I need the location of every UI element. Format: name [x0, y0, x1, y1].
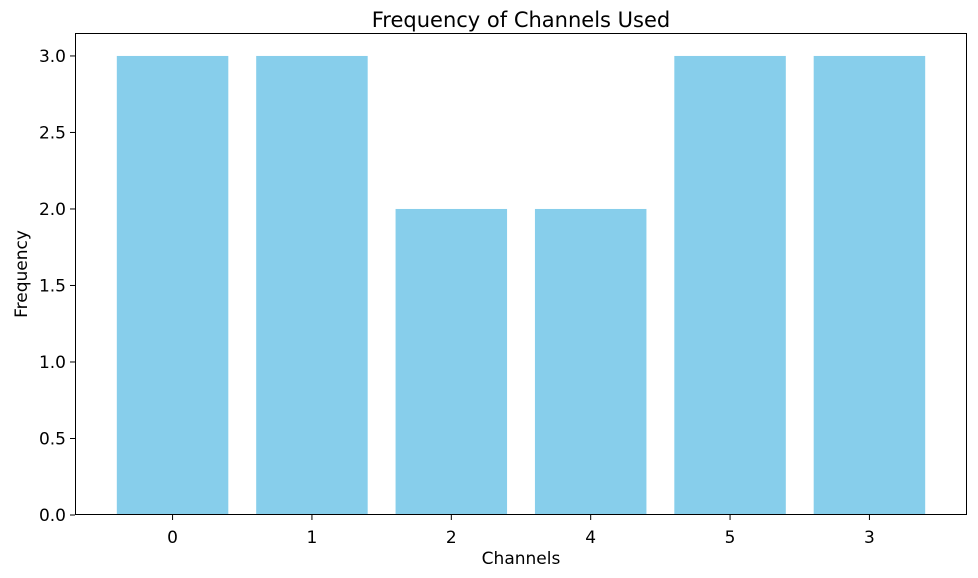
x-tick-label: 1 — [307, 528, 318, 548]
y-tick-label: 2.5 — [39, 123, 66, 143]
y-tick-label: 1.0 — [39, 353, 66, 373]
bars-group — [116, 55, 926, 515]
x-tick-label: 0 — [167, 528, 178, 548]
bar-2 — [395, 208, 508, 515]
x-tick-label: 5 — [725, 528, 736, 548]
plot-frame — [75, 33, 967, 515]
bar-5 — [674, 55, 786, 515]
bar-0 — [116, 55, 229, 515]
x-tick-label: 2 — [446, 528, 457, 548]
bar-1 — [256, 55, 368, 515]
y-ticks-group: 0.0 0.5 1.0 1.5 2.0 2.5 3.0 — [39, 47, 75, 526]
y-tick-label: 1.5 — [39, 276, 66, 296]
y-tick-label: 0.0 — [39, 506, 66, 526]
x-tick-label: 4 — [585, 528, 596, 548]
y-tick-label: 3.0 — [39, 47, 66, 67]
x-tick-label: 3 — [864, 528, 875, 548]
x-axis-label: Channels — [482, 549, 561, 569]
y-axis-label: Frequency — [12, 230, 32, 318]
bar-4 — [534, 208, 647, 515]
x-ticks-group: 0 1 2 4 5 3 — [167, 515, 875, 548]
y-tick-label: 2.0 — [39, 200, 66, 220]
bar-3 — [813, 55, 926, 515]
y-tick-label: 0.5 — [39, 429, 66, 449]
chart-title: Frequency of Channels Used — [372, 8, 670, 32]
